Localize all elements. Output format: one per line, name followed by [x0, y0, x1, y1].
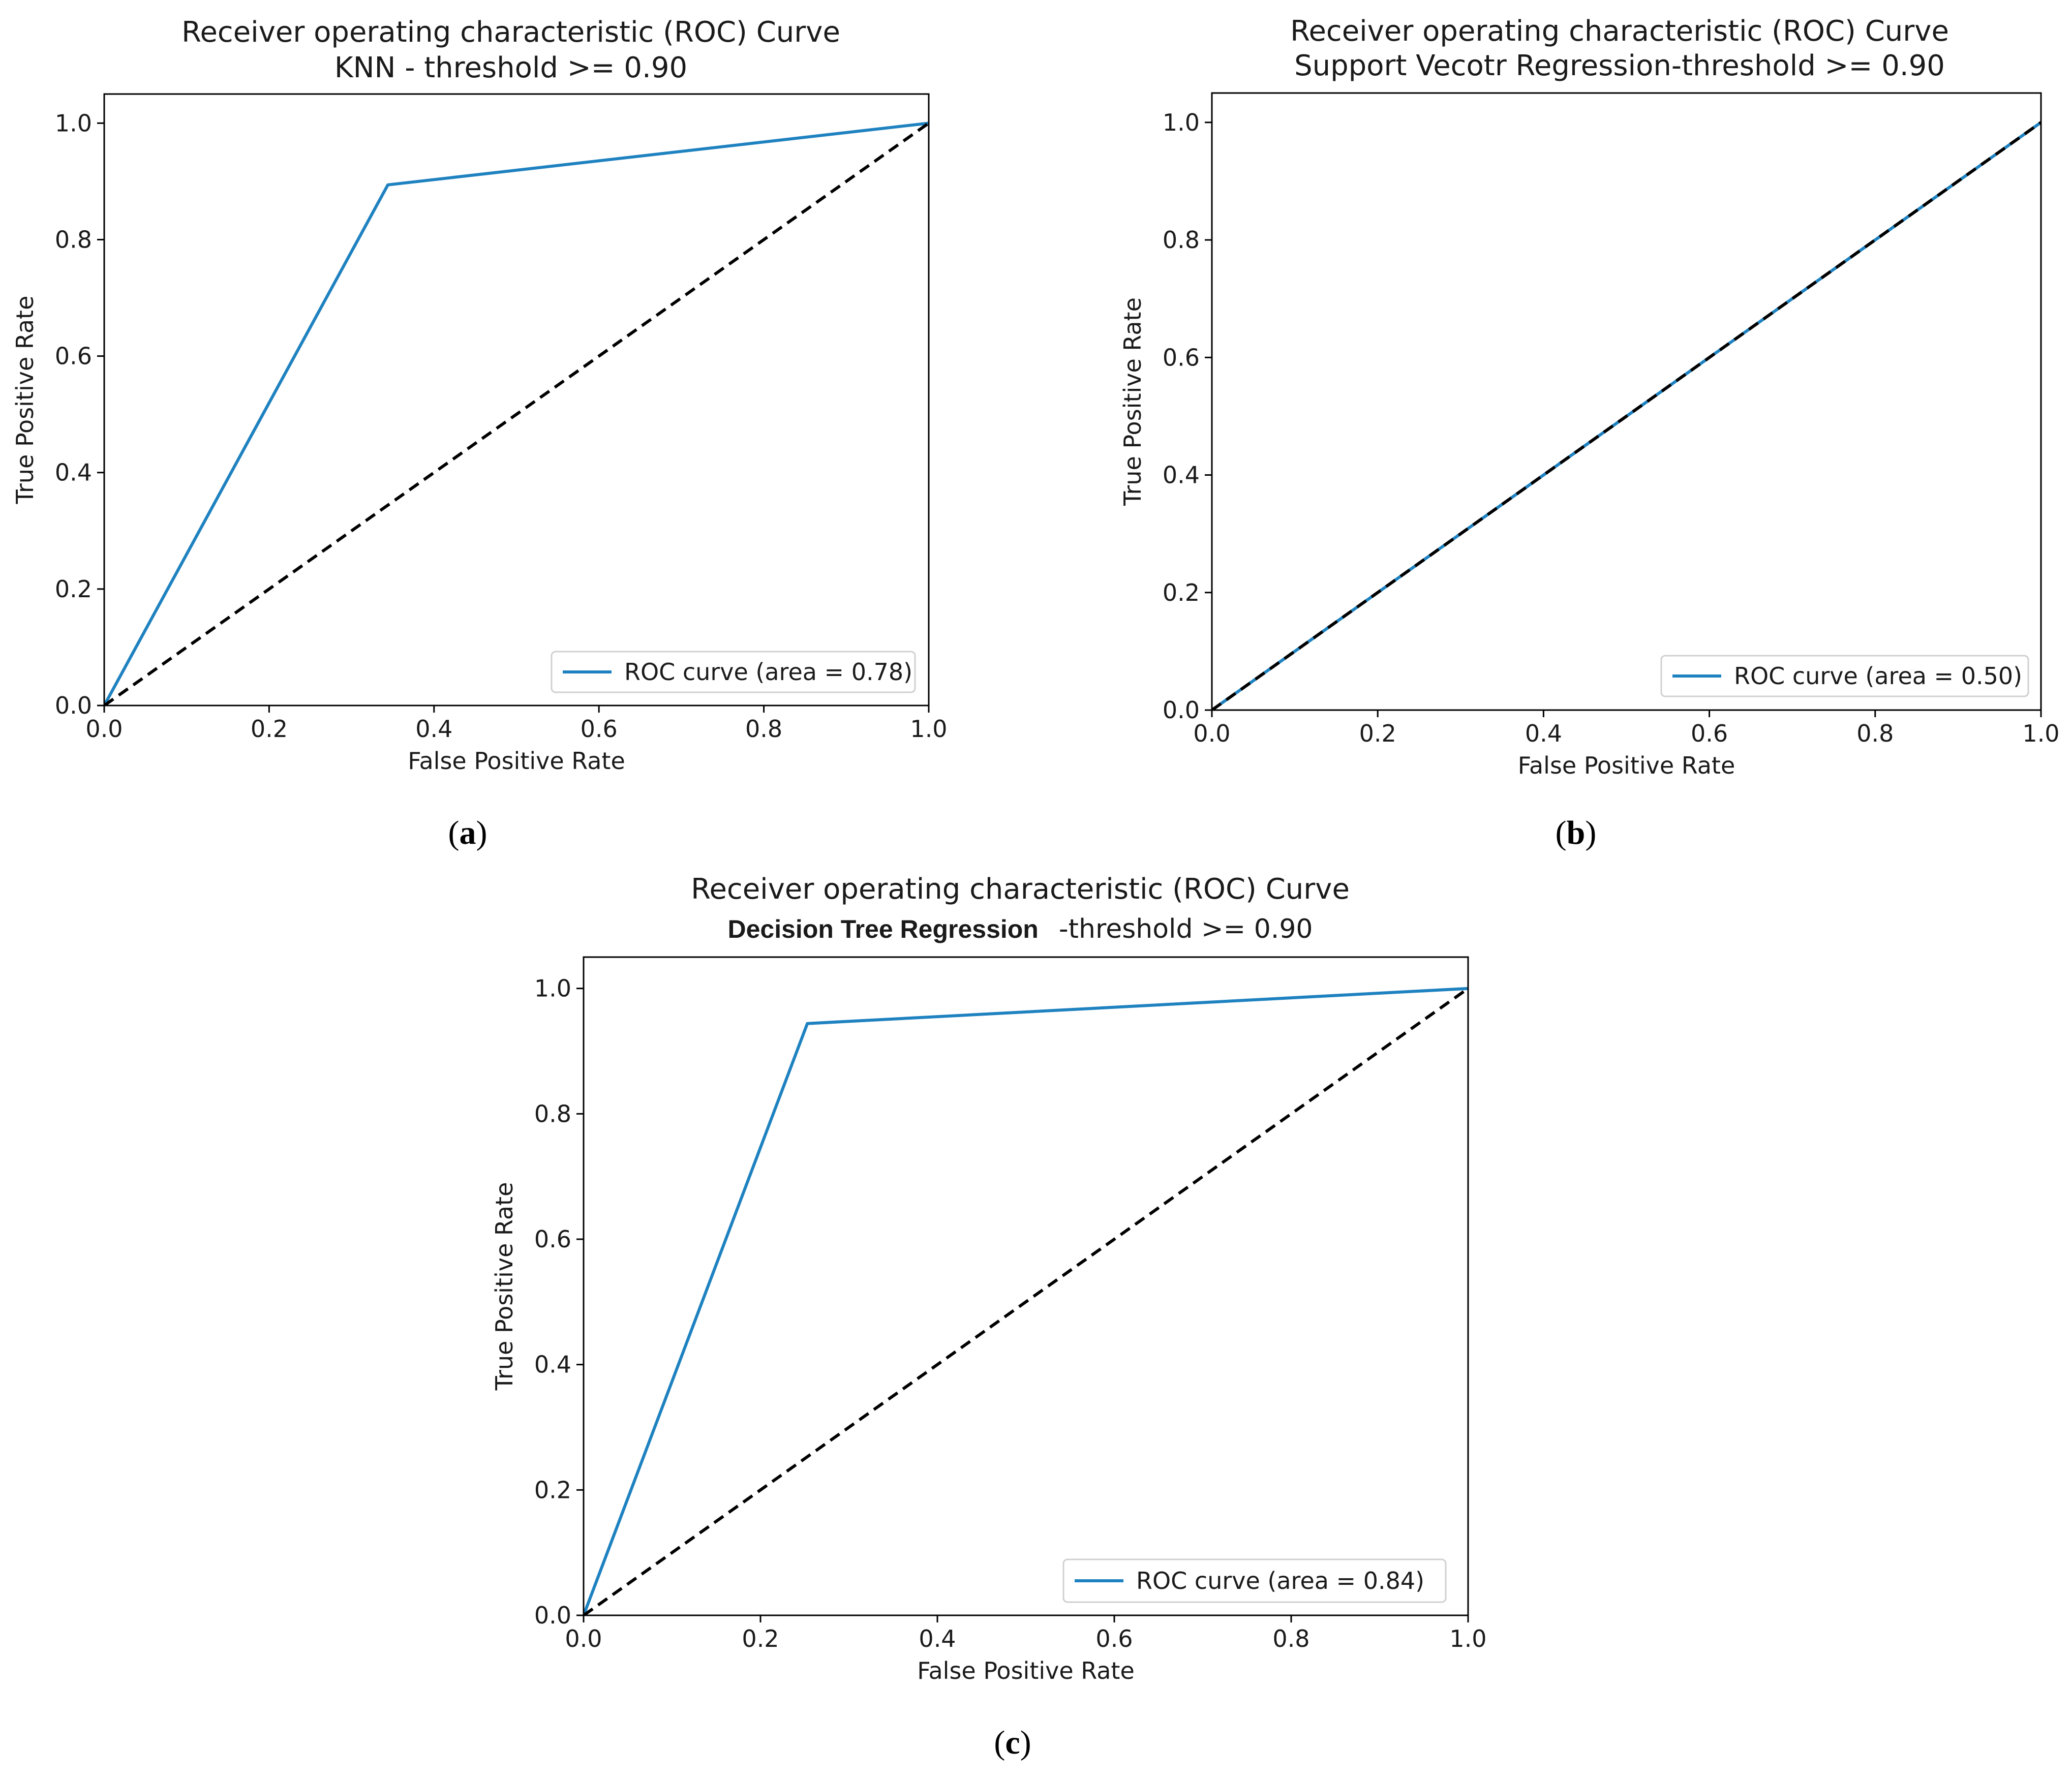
legend-label: ROC curve (area = 0.84)	[1136, 1567, 1424, 1594]
panel-caption: (c)	[994, 1724, 1031, 1761]
x-tick-label: 0.4	[415, 715, 452, 743]
x-axis-label: False Positive Rate	[1518, 752, 1735, 779]
y-tick-label: 0.2	[534, 1476, 571, 1504]
panel-caption-letter: c	[1005, 1724, 1020, 1761]
x-tick-label: 0.8	[1856, 720, 1894, 747]
y-tick-label: 0.8	[55, 226, 92, 253]
chart-c: Receiver operating characteristic (ROC) …	[491, 873, 1487, 1761]
y-tick-label: 0.2	[55, 575, 92, 603]
y-tick-label: 0.0	[1163, 696, 1200, 724]
diagonal-chance-line	[104, 121, 929, 706]
y-axis-label: True Positive Rate	[491, 1182, 518, 1391]
y-tick-label: 0.4	[1163, 462, 1200, 489]
plot-frame	[583, 956, 1469, 1616]
legend-label: ROC curve (area = 0.50)	[1734, 662, 2022, 690]
legend-label: ROC curve (area = 0.78)	[624, 658, 912, 686]
y-tick-label: 1.0	[534, 975, 571, 1002]
x-axis-label: False Positive Rate	[408, 747, 625, 775]
x-tick-label: 0.0	[1193, 720, 1230, 747]
y-tick-label: 0.6	[1163, 344, 1200, 371]
panel-caption: (a)	[448, 814, 487, 851]
x-tick-label: 0.2	[251, 715, 288, 743]
y-axis-label: True Positive Rate	[1119, 297, 1146, 506]
panel-caption: (b)	[1556, 814, 1597, 851]
roc-curve-line	[104, 121, 929, 706]
y-tick-label: 0.6	[534, 1225, 571, 1253]
legend-box	[1062, 1558, 1447, 1603]
x-tick-label: 1.0	[910, 715, 947, 743]
y-tick-label: 0.6	[55, 343, 92, 370]
x-tick-label: 0.6	[1691, 720, 1728, 747]
plot-frame	[1211, 92, 2042, 711]
y-axis-label: True Positive Rate	[11, 296, 39, 505]
diagonal-chance-line	[1212, 121, 2041, 710]
plot-frame	[103, 93, 930, 707]
x-tick-label: 1.0	[1449, 1625, 1486, 1652]
chart-a: Receiver operating characteristic (ROC) …	[11, 16, 948, 851]
roc-curve-line	[584, 987, 1468, 1615]
x-tick-label: 0.6	[1095, 1625, 1133, 1652]
chart-subtitle: Decision Tree Regression -threshold >= 0.…	[728, 914, 1313, 944]
chart-subtitle-threshold: -threshold >= 0.90	[1059, 914, 1313, 944]
x-tick-label: 0.0	[85, 715, 123, 743]
y-tick-label: 0.4	[534, 1351, 571, 1378]
y-tick-label: 1.0	[1163, 109, 1200, 136]
panel-caption-letter: b	[1567, 814, 1586, 851]
y-tick-label: 0.8	[1163, 226, 1200, 254]
panel-caption-letter: a	[460, 814, 476, 851]
x-tick-label: 0.0	[565, 1625, 602, 1652]
diagonal-chance-line	[584, 987, 1468, 1615]
x-tick-label: 0.2	[1359, 720, 1396, 747]
chart-subtitle: Support Vecotr Regression-threshold >= 0…	[1294, 49, 1945, 82]
y-tick-label: 0.0	[55, 692, 92, 719]
chart-subtitle-model: Decision Tree Regression	[728, 915, 1039, 943]
y-tick-label: 0.8	[534, 1100, 571, 1127]
chart-title: Receiver operating characteristic (ROC) …	[181, 16, 840, 49]
x-axis-label: False Positive Rate	[917, 1657, 1135, 1684]
x-tick-label: 1.0	[2022, 720, 2059, 747]
legend: ROC curve (area = 0.78)	[551, 651, 916, 693]
x-tick-label: 0.4	[1525, 720, 1562, 747]
y-tick-label: 0.0	[534, 1602, 571, 1629]
legend: ROC curve (area = 0.84)	[1062, 1558, 1447, 1603]
legend-box	[551, 651, 916, 693]
legend: ROC curve (area = 0.50)	[1660, 655, 2029, 697]
x-tick-label: 0.8	[745, 715, 782, 743]
legend-box	[1660, 655, 2029, 697]
x-tick-label: 0.6	[581, 715, 618, 743]
chart-title: Receiver operating characteristic (ROC) …	[1290, 15, 1949, 48]
x-tick-label: 0.8	[1272, 1625, 1309, 1652]
chart-subtitle: KNN - threshold >= 0.90	[334, 51, 687, 84]
y-tick-label: 1.0	[55, 109, 92, 137]
x-tick-label: 0.4	[919, 1625, 956, 1652]
x-tick-label: 0.2	[742, 1625, 779, 1652]
chart-b: Receiver operating characteristic (ROC) …	[1119, 15, 2060, 851]
chart-title: Receiver operating characteristic (ROC) …	[691, 873, 1350, 906]
y-tick-label: 0.4	[55, 459, 92, 486]
y-tick-label: 0.2	[1163, 579, 1200, 606]
